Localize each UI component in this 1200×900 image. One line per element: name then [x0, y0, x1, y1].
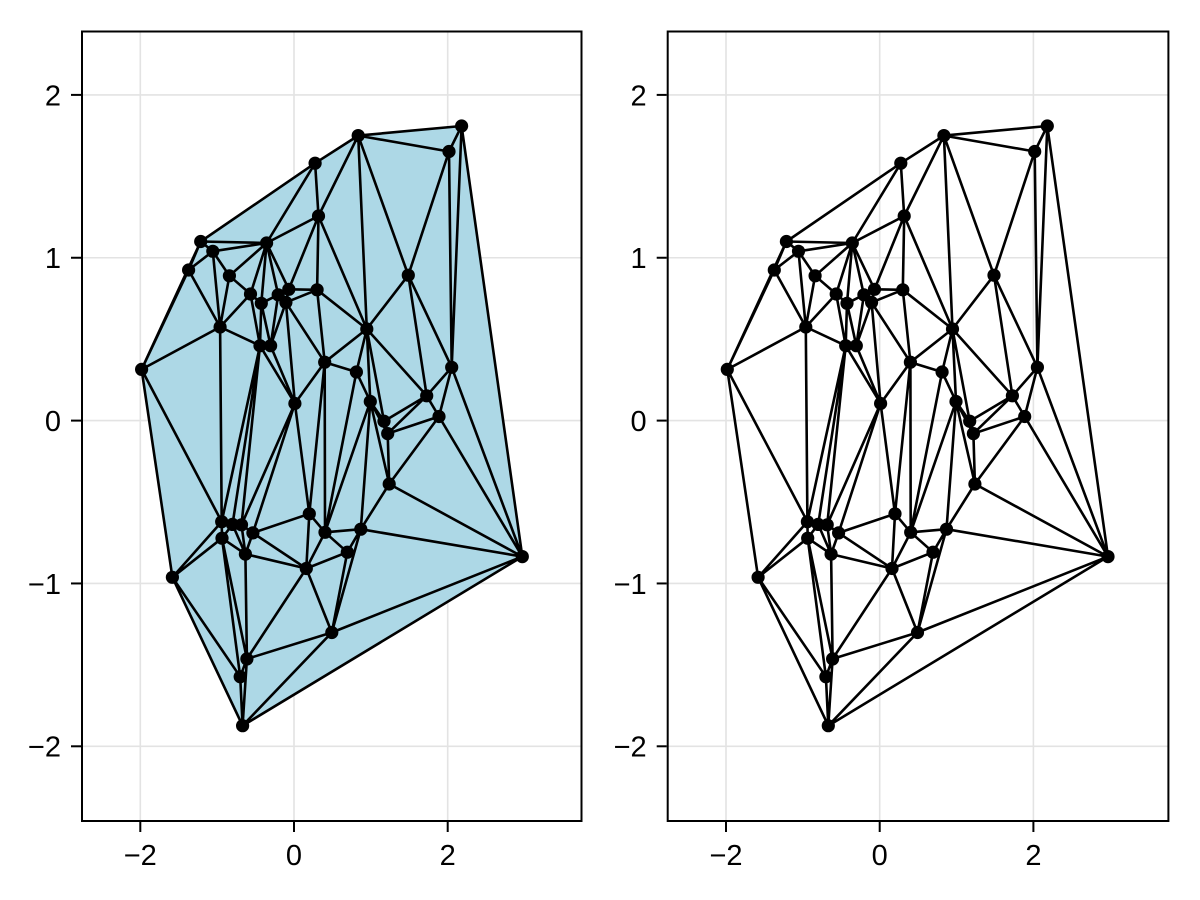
- svg-text:0: 0: [45, 406, 61, 438]
- svg-text:−1: −1: [614, 569, 647, 601]
- svg-text:−2: −2: [614, 732, 647, 764]
- svg-text:2: 2: [1025, 840, 1041, 872]
- svg-text:1: 1: [631, 243, 647, 275]
- svg-text:−2: −2: [28, 732, 61, 764]
- svg-text:−2: −2: [124, 840, 157, 872]
- svg-text:2: 2: [631, 80, 647, 112]
- svg-text:−2: −2: [709, 840, 742, 872]
- svg-text:−1: −1: [28, 569, 61, 601]
- svg-text:2: 2: [45, 80, 61, 112]
- svg-text:0: 0: [872, 840, 888, 872]
- svg-text:1: 1: [45, 243, 61, 275]
- svg-text:0: 0: [631, 406, 647, 438]
- svg-text:0: 0: [286, 840, 302, 872]
- svg-text:2: 2: [440, 840, 456, 872]
